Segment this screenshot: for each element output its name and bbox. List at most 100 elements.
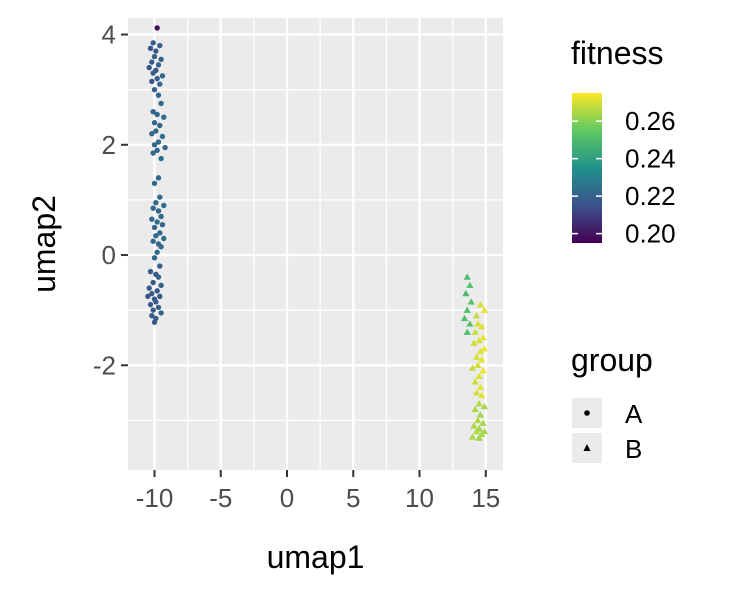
- data-point-b: [475, 336, 483, 344]
- y-tick-label: 2: [102, 130, 116, 160]
- data-point-a: [153, 299, 159, 305]
- data-point-b: [468, 433, 477, 440]
- data-point-a: [159, 222, 166, 228]
- x-axis: -10 -5 0 5 10 15: [136, 470, 500, 513]
- data-point-a: [153, 128, 159, 134]
- data-point-b: [467, 298, 475, 305]
- major-gridlines: [128, 18, 503, 470]
- data-point-b: [472, 389, 481, 396]
- data-point-a: [149, 312, 155, 319]
- data-point-a: [154, 288, 160, 294]
- data-point-b: [463, 273, 471, 280]
- data-point-a: [161, 202, 167, 209]
- color-legend-label: 0.22: [625, 181, 676, 211]
- data-point-b: [476, 301, 485, 308]
- data-point-a: [158, 56, 164, 63]
- data-point-a: [151, 142, 158, 148]
- data-point-a: [150, 307, 156, 313]
- data-point-b: [480, 306, 489, 313]
- data-point-a: [154, 249, 160, 255]
- data-point-a: [149, 78, 155, 85]
- data-point-a: [146, 64, 152, 71]
- data-point-b: [479, 419, 487, 426]
- data-point-a: [158, 310, 164, 316]
- x-tick-label: 5: [346, 483, 360, 513]
- data-point-b: [466, 281, 474, 289]
- data-point-b: [472, 353, 481, 360]
- data-point-b: [476, 411, 485, 418]
- data-point-b: [463, 306, 471, 313]
- data-point-a: [154, 25, 160, 31]
- data-point-a: [153, 233, 159, 239]
- data-point-b: [478, 391, 486, 399]
- data-point-a: [151, 53, 158, 60]
- data-point-b: [476, 347, 485, 355]
- data-point-a: [155, 208, 162, 214]
- data-point-b: [474, 416, 482, 424]
- data-point-a: [151, 120, 158, 126]
- data-point-a: [158, 282, 164, 289]
- data-point-a: [158, 213, 164, 220]
- data-point-a: [158, 244, 164, 250]
- data-point-a: [151, 180, 158, 187]
- y-tick-label: 0: [102, 240, 116, 270]
- data-point-a: [157, 293, 163, 300]
- x-tick-label: -10: [136, 483, 174, 513]
- data-point-a: [159, 133, 166, 140]
- data-point-a: [149, 59, 155, 65]
- data-point-b: [478, 323, 486, 330]
- data-point-b: [480, 403, 489, 410]
- data-point-a: [157, 42, 163, 49]
- x-tick-label: 0: [280, 483, 294, 513]
- y-axis: -2 0 2 4: [93, 20, 128, 380]
- data-point-a: [145, 293, 151, 300]
- data-point-a: [154, 147, 160, 153]
- data-point-b: [460, 314, 469, 322]
- data-point-a: [154, 219, 160, 225]
- data-point-a: [157, 81, 163, 87]
- data-point-b: [470, 422, 478, 429]
- data-point-a: [150, 279, 156, 286]
- panel-background: [128, 18, 503, 470]
- data-point-b: [471, 328, 479, 335]
- data-point-b: [470, 339, 478, 346]
- data-point-b: [468, 364, 477, 371]
- data-point-a: [155, 274, 162, 280]
- x-axis-title: umap1: [267, 539, 365, 575]
- data-point-a: [154, 75, 160, 82]
- data-point-a: [155, 62, 162, 68]
- data-point-b: [466, 320, 474, 327]
- data-point-a: [149, 216, 155, 222]
- y-tick-label: 4: [102, 20, 116, 50]
- data-point-a: [150, 109, 156, 115]
- data-point-b: [474, 361, 482, 368]
- x-tick-label: 10: [405, 483, 434, 513]
- data-point-a: [150, 70, 156, 76]
- shape-legend-label-a: A: [625, 399, 643, 429]
- data-point-a: [150, 40, 156, 46]
- data-point-a: [150, 150, 156, 156]
- data-point-b: [479, 367, 487, 374]
- x-tick-label: 15: [471, 483, 500, 513]
- data-point-b: [480, 345, 489, 352]
- data-point-b: [471, 405, 479, 413]
- data-point-a: [158, 100, 164, 107]
- color-legend-bar: [572, 93, 602, 243]
- data-point-a: [149, 131, 155, 137]
- data-point-a: [155, 92, 162, 98]
- data-point-a: [154, 111, 160, 118]
- data-point-a: [161, 235, 167, 242]
- data-point-b: [474, 320, 482, 327]
- data-point-b: [480, 427, 489, 435]
- color-legend-label: 0.24: [625, 144, 676, 174]
- shape-legend-triangle-icon: [583, 444, 591, 451]
- data-point-b: [475, 400, 483, 407]
- shape-legend-title: group: [571, 342, 653, 378]
- data-point-a: [155, 304, 162, 311]
- data-point-b: [475, 434, 483, 441]
- data-point-a: [157, 122, 163, 129]
- color-legend-ticks: 0.20 0.22 0.24 0.26: [572, 106, 676, 249]
- x-tick-label: -5: [209, 483, 232, 513]
- data-point-a: [151, 86, 158, 93]
